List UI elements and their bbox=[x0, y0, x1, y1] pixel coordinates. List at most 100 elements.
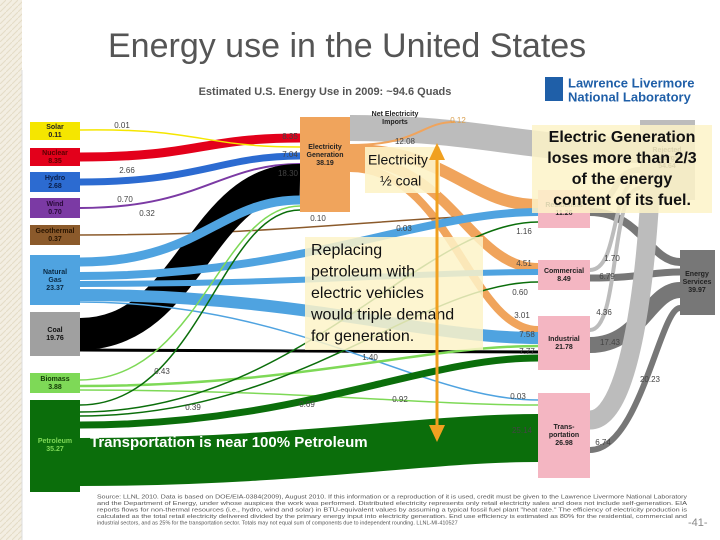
source-box bbox=[30, 373, 80, 393]
node-name: Trans- bbox=[553, 424, 575, 431]
callout-texts: Electric Generation loses more than 2/3 of… bbox=[310, 129, 697, 345]
flow-label: 7.77 bbox=[519, 347, 535, 356]
node-name: Energy bbox=[685, 271, 709, 278]
node-name: portation bbox=[549, 432, 579, 439]
node-value: 8.49 bbox=[557, 276, 571, 283]
organization: Lawrence Livermore bbox=[568, 75, 694, 90]
source-note: Source: LLNL 2010. Data is based on DOE/… bbox=[97, 494, 687, 526]
callout bbox=[305, 237, 483, 350]
node-value: 26.98 bbox=[555, 440, 573, 447]
callout-text: ½ coal bbox=[380, 173, 421, 189]
flow-label: 12.08 bbox=[395, 137, 416, 146]
flow-label: 25.14 bbox=[512, 426, 533, 435]
source-note-line: calculated as the total retail electrici… bbox=[97, 514, 687, 520]
callout-text: content of its fuel. bbox=[553, 192, 691, 209]
flow-label: 6.79 bbox=[599, 272, 615, 281]
callout-text: electric vehicles bbox=[311, 285, 424, 302]
flow-label: 3.01 bbox=[514, 311, 530, 320]
flow-label: 1.16 bbox=[516, 227, 532, 236]
node-name: Electricity bbox=[308, 144, 342, 151]
flow-label: 0.70 bbox=[117, 195, 133, 204]
source-name: Hydro bbox=[45, 175, 65, 182]
source-note-line: and the Department of Energy, under whos… bbox=[97, 501, 687, 507]
flow-label: 0.69 bbox=[299, 400, 315, 409]
node-value: 11.26 bbox=[555, 210, 572, 217]
source-box bbox=[30, 225, 80, 245]
node-value: 38.19 bbox=[316, 160, 334, 167]
node-name: Services bbox=[683, 279, 712, 286]
source-box bbox=[30, 312, 80, 356]
flow-label: 0.01 bbox=[114, 121, 130, 130]
flow-label: 0.60 bbox=[512, 288, 528, 297]
node-box bbox=[538, 393, 590, 478]
flow-label: 1.70 bbox=[604, 254, 620, 263]
callout: Electricity ½ coal bbox=[365, 147, 440, 193]
source-name: Biomass bbox=[40, 376, 69, 383]
source-note-line: Source: LLNL 2010. Data is based on DOE/… bbox=[97, 494, 687, 500]
flow-label: 0.10 bbox=[310, 214, 326, 223]
source-name: Geothermal bbox=[36, 228, 75, 235]
flow-label: 0.03 bbox=[396, 224, 412, 233]
organization: National Laboratory bbox=[568, 89, 692, 104]
flow-label: 20.23 bbox=[640, 375, 661, 384]
flow-label: 4.36 bbox=[596, 308, 612, 317]
source-value: 2.68 bbox=[48, 183, 62, 190]
source-name: Petroleum bbox=[38, 438, 72, 445]
callout-text: for generation. bbox=[311, 328, 414, 345]
flow-label: 2.66 bbox=[119, 166, 135, 175]
node-value: 39.97 bbox=[688, 287, 706, 294]
callout-text: Electric Generation bbox=[549, 129, 696, 146]
source-name: Natural bbox=[43, 269, 67, 276]
callout-text: Replacing bbox=[311, 242, 382, 259]
source-box bbox=[30, 255, 80, 305]
callout bbox=[532, 125, 712, 213]
callout-text: petroleum with bbox=[311, 264, 415, 281]
source-box bbox=[30, 122, 80, 140]
callout-text: loses more than 2/3 bbox=[547, 150, 696, 167]
source-box bbox=[30, 172, 80, 192]
node-box bbox=[300, 117, 350, 212]
imports-value: 0.12 bbox=[450, 116, 466, 125]
source-name: Nuclear bbox=[42, 150, 68, 157]
source-value: 0.70 bbox=[48, 209, 62, 216]
flow-label: 17.43 bbox=[600, 338, 621, 347]
node-name: Generation bbox=[307, 152, 344, 159]
flow-label: 0.03 bbox=[510, 392, 526, 401]
source-name: Wind bbox=[46, 201, 63, 208]
source-value: 23.37 bbox=[46, 285, 64, 292]
flow-label: 7.04 bbox=[282, 150, 298, 159]
imports-name: Net Electricity bbox=[372, 111, 419, 118]
source-box bbox=[30, 148, 80, 166]
flow-label: 0.39 bbox=[185, 403, 201, 412]
flow-label: 1.40 bbox=[362, 353, 378, 362]
callout-text: of the energy bbox=[572, 171, 673, 188]
slide-title: Energy use in the United States bbox=[108, 27, 586, 65]
diagram-title: Estimated U.S. Energy Use in 2009: ~94.6… bbox=[199, 86, 452, 98]
flow-label: 0.43 bbox=[154, 367, 170, 376]
decor-strip bbox=[0, 0, 22, 540]
flow-label: 8.35 bbox=[282, 132, 298, 141]
source-name: Gas bbox=[48, 277, 61, 284]
logo-mark bbox=[545, 77, 563, 101]
source-value: 3.88 bbox=[48, 384, 62, 391]
source-name: Solar bbox=[46, 124, 64, 131]
node-box bbox=[680, 250, 715, 315]
source-value: 35.27 bbox=[46, 446, 64, 453]
flow-label: 0.92 bbox=[392, 395, 408, 404]
node-box bbox=[538, 316, 590, 370]
flow-label: 6.74 bbox=[595, 438, 611, 447]
flow-label: 4.51 bbox=[516, 259, 532, 268]
callout-text: Transportation is near 100% Petroleum bbox=[90, 434, 368, 451]
node-box bbox=[538, 260, 590, 290]
node-value: 21.78 bbox=[555, 344, 573, 351]
flow-label: 18.30 bbox=[278, 169, 299, 178]
source-note-line: industrial sectors, and as 25% for the t… bbox=[97, 520, 458, 526]
source-note-line: reports flows for non-thermal resources … bbox=[97, 507, 687, 513]
source-value: 8.35 bbox=[48, 158, 62, 165]
flow-label: 7.58 bbox=[519, 330, 535, 339]
node-name: Industrial bbox=[548, 336, 580, 343]
arrow bbox=[429, 143, 445, 442]
